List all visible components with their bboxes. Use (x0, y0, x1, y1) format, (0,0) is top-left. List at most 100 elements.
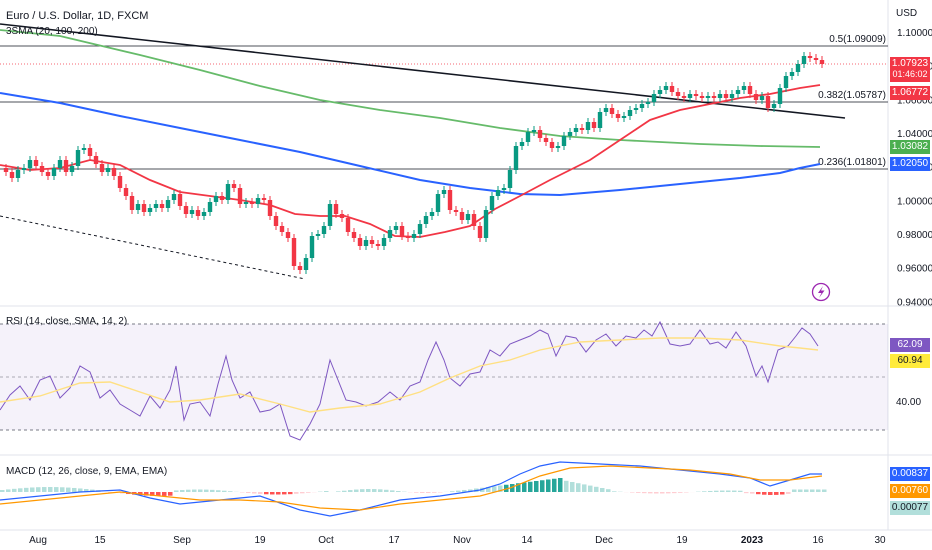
candle (651, 94, 657, 102)
candlestick-series (3, 52, 825, 274)
candle (297, 266, 303, 270)
histogram-tag: 0.00077 (890, 501, 930, 515)
candle (255, 198, 261, 204)
candle (663, 86, 669, 90)
candle (213, 196, 219, 202)
candle (3, 168, 9, 172)
candle (291, 238, 297, 266)
trendlines[interactable] (0, 23, 846, 280)
candle (261, 198, 267, 200)
time-tick-label: 17 (388, 535, 400, 546)
macd-pane (0, 461, 827, 517)
candle (459, 212, 465, 220)
candle (219, 196, 225, 200)
candle (267, 200, 273, 216)
candle (813, 58, 819, 60)
candle (627, 110, 633, 116)
candle (189, 210, 195, 214)
candle (771, 104, 777, 108)
candle (351, 232, 357, 238)
candle (735, 90, 741, 94)
sma20-tag: 1.06772 (890, 86, 930, 100)
candle (801, 56, 807, 64)
macd-title[interactable]: MACD (12, 26, close, 9, EMA, EMA) (6, 466, 168, 477)
candle (21, 168, 27, 170)
candle (507, 170, 513, 188)
candle (765, 96, 771, 108)
macd-tag: 0.00837 (890, 467, 930, 481)
candle (57, 160, 63, 168)
candle (717, 94, 723, 98)
candle (195, 210, 201, 216)
candle (489, 196, 495, 210)
candle (501, 188, 507, 190)
candle (795, 64, 801, 72)
candle (231, 184, 237, 188)
candle (483, 210, 489, 238)
candle (171, 194, 177, 200)
candle (75, 150, 81, 166)
candle (789, 72, 795, 76)
price-tick-label: 0.96000 (897, 264, 932, 275)
rsi-value-tag: 62.09 (890, 338, 930, 352)
candle (249, 202, 255, 204)
candle (777, 88, 783, 104)
symbol-title[interactable]: Euro / U.S. Dollar, 1D, FXCM (6, 10, 149, 22)
candle (39, 166, 45, 172)
candle (33, 160, 39, 166)
price-tick-label: 1.00000 (897, 196, 932, 207)
candle (675, 92, 681, 96)
moving-averages (0, 29, 821, 238)
candle (555, 146, 561, 148)
candle (525, 132, 531, 142)
candle (753, 94, 759, 100)
candle (597, 112, 603, 128)
candle (99, 164, 105, 172)
time-axis[interactable]: Aug 15 Sep 19 Oct 17 Nov 14 Dec 19 2023 16 30 (29, 535, 886, 546)
candle (453, 210, 459, 212)
candle (279, 226, 285, 232)
price-tick-label: 1.06000 (897, 95, 932, 106)
rsi-sma-tag: 60.94 (890, 354, 930, 368)
candle (705, 96, 711, 98)
candle (477, 226, 483, 238)
time-tick-label: 15 (94, 535, 106, 546)
candle (399, 226, 405, 236)
candle (381, 238, 387, 246)
sma200-tag: 1.03082 (890, 140, 930, 154)
candle (783, 76, 789, 88)
time-tick-label: 16 (812, 535, 824, 546)
candle (9, 172, 15, 178)
rsi-lines (0, 320, 819, 441)
candle (621, 116, 627, 118)
fib-level-label: 0.5(1.09009) (829, 34, 886, 45)
candle (603, 108, 609, 112)
candle (93, 156, 99, 164)
lightning-icon[interactable] (811, 282, 831, 302)
candle (417, 224, 423, 234)
price-tick-label: 0.94000 (897, 297, 932, 308)
candle (633, 108, 639, 110)
candle (495, 190, 501, 196)
time-tick-label: 2023 (741, 535, 764, 546)
candle (339, 214, 345, 218)
trendline-support[interactable] (0, 215, 306, 280)
candle (465, 214, 471, 220)
sma-indicator-label[interactable]: 3SMA (20, 100, 200) (6, 26, 98, 37)
candle (111, 168, 117, 176)
rsi-title[interactable]: RSI (14, close, SMA, 14, 2) (6, 316, 128, 327)
candle (345, 218, 351, 232)
candle (591, 122, 597, 128)
currency-label[interactable]: USD (896, 8, 918, 19)
candle (759, 96, 765, 100)
candle (543, 138, 549, 142)
sma100-tag: 1.02050 (890, 157, 930, 171)
candle (273, 216, 279, 226)
trendline-resistance[interactable] (0, 23, 846, 119)
candle (807, 56, 813, 58)
candle (207, 202, 213, 212)
candle (741, 86, 747, 90)
last-price-tag: 1.07923 01:46:02 (890, 57, 930, 82)
candle (567, 132, 573, 136)
fib-levels: 0.5(1.09009) 0.382(1.05787) 0.236(1.01801) (0, 34, 888, 170)
